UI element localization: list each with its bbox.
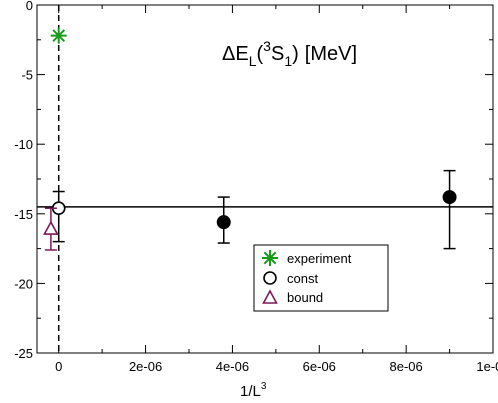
legend-bound-triangle-icon — [262, 289, 278, 304]
y-tick-label: -10 — [14, 137, 33, 152]
x-axis-label-main: 1/L — [240, 383, 261, 400]
title-state-s: S — [271, 43, 284, 65]
title-subscript-l: L — [249, 53, 257, 69]
x-axis-label-superscript: 3 — [261, 381, 267, 392]
x-tick-label: 1e-05 — [476, 359, 498, 374]
experiment-point — [50, 27, 67, 44]
title-unit: [MeV] — [305, 43, 357, 65]
x-tick-label: 4e-06 — [216, 359, 249, 374]
data-point — [216, 215, 231, 230]
data-marks — [43, 27, 457, 251]
y-tick-label: -25 — [14, 346, 33, 361]
legend-label-bound: bound — [287, 290, 323, 305]
legend-label-experiment: experiment — [287, 251, 352, 266]
reference-lines — [37, 5, 493, 353]
title-delta-e: ΔE — [222, 43, 249, 65]
title-close-paren: ) — [292, 43, 299, 65]
star-stroke — [52, 29, 66, 42]
legend: experiment const bound — [253, 244, 389, 312]
x-tick-label: 0 — [55, 359, 62, 374]
title-subscript-1: 1 — [284, 53, 292, 69]
x-tick-label: 6e-06 — [303, 359, 336, 374]
legend-label-const: const — [287, 271, 318, 286]
y-tick-label: -15 — [14, 207, 33, 222]
y-tick-label: -5 — [21, 68, 33, 83]
legend-experiment-star-icon — [262, 250, 278, 266]
title-open-paren: ( — [257, 43, 264, 65]
x-tick-label: 2e-06 — [129, 359, 162, 374]
y-tick-label: -20 — [14, 276, 33, 291]
data-point — [442, 190, 457, 205]
title-superscript-3: 3 — [263, 38, 271, 54]
bound-point — [43, 220, 59, 235]
x-tick-label: 8e-06 — [390, 359, 423, 374]
legend-const-circle-icon — [263, 271, 277, 285]
axis-ticks: 0 2e-06 4e-06 6e-06 8e-06 1e-05 0 -5 -10 -15 -20 -2… — [14, 0, 498, 374]
legend-star-mark — [262, 250, 278, 266]
legend-circle-mark — [263, 271, 277, 285]
chart-title: ΔEL(3S1) [MeV] — [222, 38, 357, 69]
y-tick-label: 0 — [26, 0, 33, 13]
star-stroke — [263, 251, 277, 265]
legend-triangle-mark — [262, 289, 278, 304]
x-axis-label: 1/L3 — [240, 381, 267, 400]
